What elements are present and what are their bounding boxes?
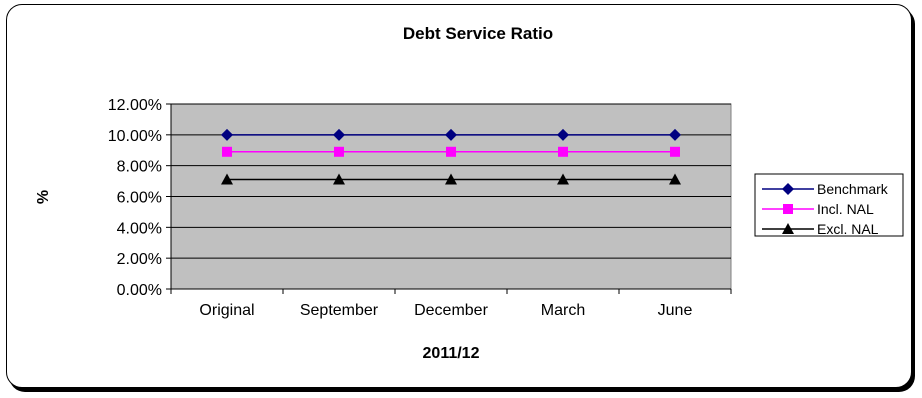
data-point-benchmark [333, 128, 345, 141]
data-point-excl-nal [221, 173, 233, 185]
data-point-benchmark [221, 128, 233, 141]
data-point-benchmark [557, 128, 569, 141]
y-tick-label: 6.00% [117, 190, 162, 207]
data-point-benchmark [669, 128, 681, 141]
legend: Benchmark Incl. NAL Excl. NAL [754, 173, 904, 237]
x-tick-label: Original [199, 302, 254, 319]
data-point-excl-nal [669, 173, 681, 185]
y-tick-label: 10.00% [108, 128, 162, 145]
legend-item-benchmark: Benchmark [762, 181, 889, 197]
legend-label: Excl. NAL [817, 221, 879, 237]
data-point-incl-nal [334, 146, 344, 157]
y-tick-label: 8.00% [117, 159, 162, 176]
legend-label: Incl. NAL [817, 201, 874, 217]
series-incl-nal [222, 146, 680, 157]
y-tick-label: 0.00% [117, 282, 162, 299]
data-point-excl-nal [557, 173, 569, 185]
legend-marker-incl-nal [783, 204, 793, 214]
x-tick-label: March [541, 302, 585, 319]
legend-item-incl-nal: Incl. NAL [762, 201, 874, 217]
x-axis-tick-labels: Original September December March June [170, 289, 732, 319]
legend-item-excl-nal: Excl. NAL [762, 221, 879, 237]
data-point-incl-nal [446, 146, 456, 157]
y-tick-label: 4.00% [117, 220, 162, 237]
x-tick-label: June [658, 302, 693, 319]
y-axis-label: % [35, 190, 52, 204]
y-tick-label: 2.00% [117, 251, 162, 268]
series-layer [221, 128, 681, 185]
y-tick-label: 12.00% [108, 97, 162, 114]
x-axis-label: 2011/12 [423, 345, 480, 362]
legend-marker-excl-nal [782, 223, 794, 234]
data-point-incl-nal [222, 146, 232, 157]
chart-title: Debt Service Ratio [403, 24, 553, 43]
data-point-excl-nal [445, 173, 457, 185]
series-excl-nal [221, 173, 681, 185]
data-point-incl-nal [670, 146, 680, 157]
y-axis-tick-labels: 0.00% 2.00% 4.00% 6.00% 8.00% 10.00% 12.00% [108, 97, 171, 299]
data-point-benchmark [445, 128, 457, 141]
legend-box [754, 173, 904, 237]
data-point-incl-nal [558, 146, 568, 157]
data-point-excl-nal [333, 173, 345, 185]
series-benchmark [221, 128, 681, 141]
legend-marker-benchmark [782, 183, 794, 195]
x-tick-label: December [414, 302, 488, 319]
x-tick-label: September [300, 302, 379, 319]
legend-label: Benchmark [817, 181, 889, 197]
